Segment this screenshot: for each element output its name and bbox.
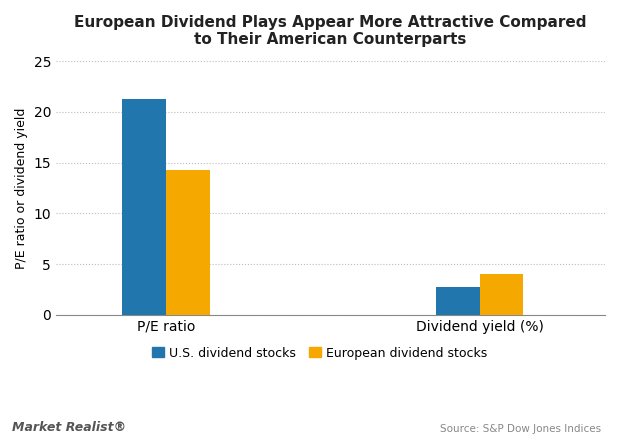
Text: Market Realist®: Market Realist® — [12, 421, 126, 434]
Bar — [122, 99, 166, 315]
Bar — [479, 274, 523, 315]
Bar — [166, 170, 210, 315]
Legend: U.S. dividend stocks, European dividend stocks: U.S. dividend stocks, European dividend … — [147, 342, 492, 365]
Y-axis label: P/E ratio or dividend yield: P/E ratio or dividend yield — [15, 107, 28, 268]
Title: European Dividend Plays Appear More Attractive Compared
to Their American Counte: European Dividend Plays Appear More Attr… — [74, 15, 587, 47]
Bar — [436, 287, 479, 315]
Text: Source: S&P Dow Jones Indices: Source: S&P Dow Jones Indices — [440, 424, 601, 434]
